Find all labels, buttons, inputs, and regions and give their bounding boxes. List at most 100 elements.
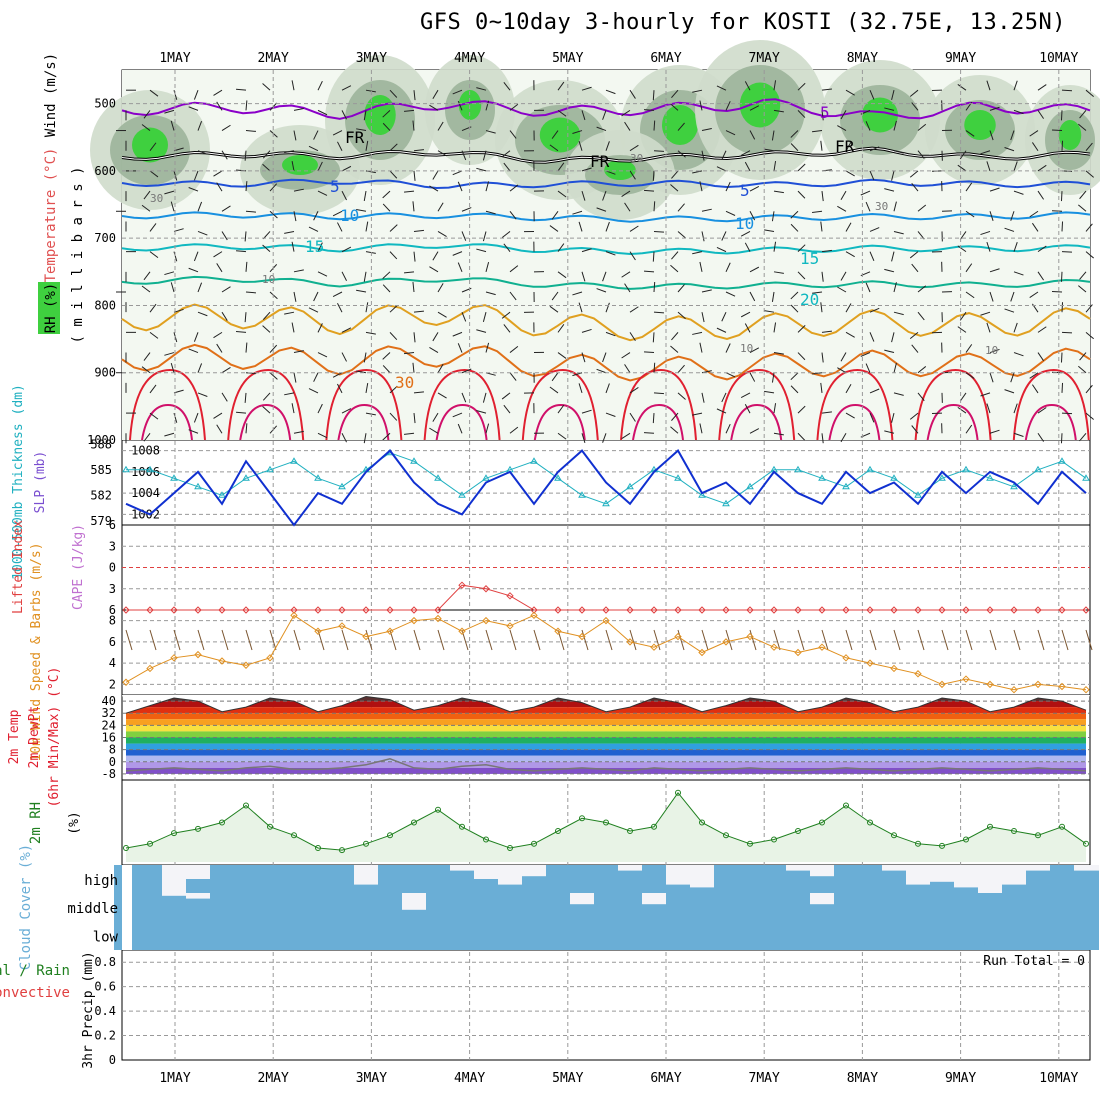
wind-barb xyxy=(291,80,295,91)
rh2m-point xyxy=(747,840,753,847)
wind-barb xyxy=(245,100,248,111)
wind-barb xyxy=(245,342,248,353)
wind-barb xyxy=(621,352,631,359)
wind-speed-point xyxy=(434,614,442,623)
wind-barb xyxy=(389,251,398,260)
frame-precip xyxy=(121,949,1091,1061)
temp-band xyxy=(126,731,1086,738)
wind-barb xyxy=(581,433,586,443)
sfc-wind-barb xyxy=(629,629,637,651)
wind-barb xyxy=(653,230,665,233)
wind-barb xyxy=(624,364,631,373)
temp-band xyxy=(126,749,1086,756)
wind-speed-point xyxy=(602,616,610,625)
wind-barb xyxy=(989,268,1000,273)
lifted-index-point xyxy=(578,606,586,614)
wind-barb xyxy=(629,332,636,342)
contour-label: 10 xyxy=(735,214,754,233)
sfc-wind-barb xyxy=(869,629,877,651)
wind-barb xyxy=(701,392,705,403)
wind-barb xyxy=(317,323,323,333)
wind-barb xyxy=(262,244,271,253)
precip-tick: 0.2 xyxy=(94,1029,116,1043)
wind-barb xyxy=(596,368,607,374)
wind-barb xyxy=(216,182,223,192)
wind-barb xyxy=(1004,227,1015,232)
cloud-cell xyxy=(954,921,979,950)
wind-barb xyxy=(845,251,855,258)
rh2m-point xyxy=(1035,832,1041,839)
rh-blob-core xyxy=(739,82,781,128)
cloud-cell xyxy=(858,921,883,950)
wind-barb xyxy=(461,392,467,403)
cloud-cell xyxy=(810,921,835,950)
temp2m-line xyxy=(125,695,1087,714)
wind-barb xyxy=(141,366,151,374)
rh2m-point xyxy=(507,845,513,851)
wind-barb xyxy=(909,251,919,259)
wind-speed-point xyxy=(1058,682,1066,691)
li-tick: 3 xyxy=(109,582,116,596)
wind-barb xyxy=(653,120,656,131)
cloud-cell xyxy=(138,865,163,893)
wind-barb xyxy=(173,389,184,394)
wind-barb xyxy=(986,161,991,172)
wind-barb xyxy=(605,89,616,95)
wind-barb xyxy=(643,270,655,273)
wind-barb xyxy=(245,291,257,294)
thickness-point xyxy=(410,457,418,464)
wind-barb xyxy=(744,242,751,252)
thickness-point xyxy=(890,474,898,481)
isotherm-40 xyxy=(435,403,488,441)
pressure-tick: 1000 xyxy=(87,433,116,447)
wind-barb xyxy=(701,231,705,242)
wind-barb xyxy=(581,271,586,282)
cloud-cell xyxy=(1002,893,1027,921)
contour-label: 10 xyxy=(340,206,359,225)
wind-barb xyxy=(389,170,398,179)
wind-barb xyxy=(313,211,319,221)
lifted-index-point xyxy=(362,606,370,614)
wind-barb xyxy=(986,241,991,252)
wind-barb xyxy=(1004,308,1015,313)
wind-barb xyxy=(341,246,352,253)
sfc-wind-barb xyxy=(245,629,253,651)
wind-barb xyxy=(917,392,925,401)
wind-barb xyxy=(244,150,247,161)
rh2m-point xyxy=(723,832,729,839)
wind-barb xyxy=(382,109,391,118)
wind-barb xyxy=(1037,352,1045,362)
x-tick-bottom: 6MAY xyxy=(650,1071,681,1086)
wind-barb xyxy=(821,88,832,91)
cloud-cell xyxy=(1074,893,1099,921)
ylabel-minmax: (6hr Min/Max) (°C) xyxy=(47,667,62,808)
wind-barb xyxy=(605,412,616,417)
thickness-point xyxy=(458,491,466,498)
precip-tick: 0.4 xyxy=(94,1004,116,1018)
wind-barb xyxy=(437,363,444,373)
wind-barb xyxy=(790,143,799,152)
cloud-cell xyxy=(450,921,475,950)
wind-speed-point xyxy=(770,643,778,651)
wind-barb xyxy=(581,167,592,172)
rh2m-point xyxy=(603,819,609,826)
rh2m-point xyxy=(1011,828,1017,834)
thickness-point xyxy=(170,474,178,481)
wind-barb xyxy=(284,230,295,234)
wind-barb xyxy=(149,251,159,259)
precip-tick: 0 xyxy=(109,1053,116,1067)
temp-band xyxy=(126,755,1086,762)
wind-barb xyxy=(365,221,369,232)
wind-barb xyxy=(578,141,583,151)
wind-speed-point xyxy=(482,616,490,625)
wind-barb xyxy=(629,170,636,180)
wind-barb xyxy=(840,271,847,281)
wind-barb xyxy=(389,385,398,394)
wind-barb xyxy=(382,284,391,293)
sfc-wind-barb xyxy=(1085,629,1093,651)
wind-barb xyxy=(980,230,991,236)
wind-barb xyxy=(317,109,328,116)
wind-barb xyxy=(501,231,511,239)
wind-barb xyxy=(509,265,519,273)
wind-barb xyxy=(725,181,731,192)
